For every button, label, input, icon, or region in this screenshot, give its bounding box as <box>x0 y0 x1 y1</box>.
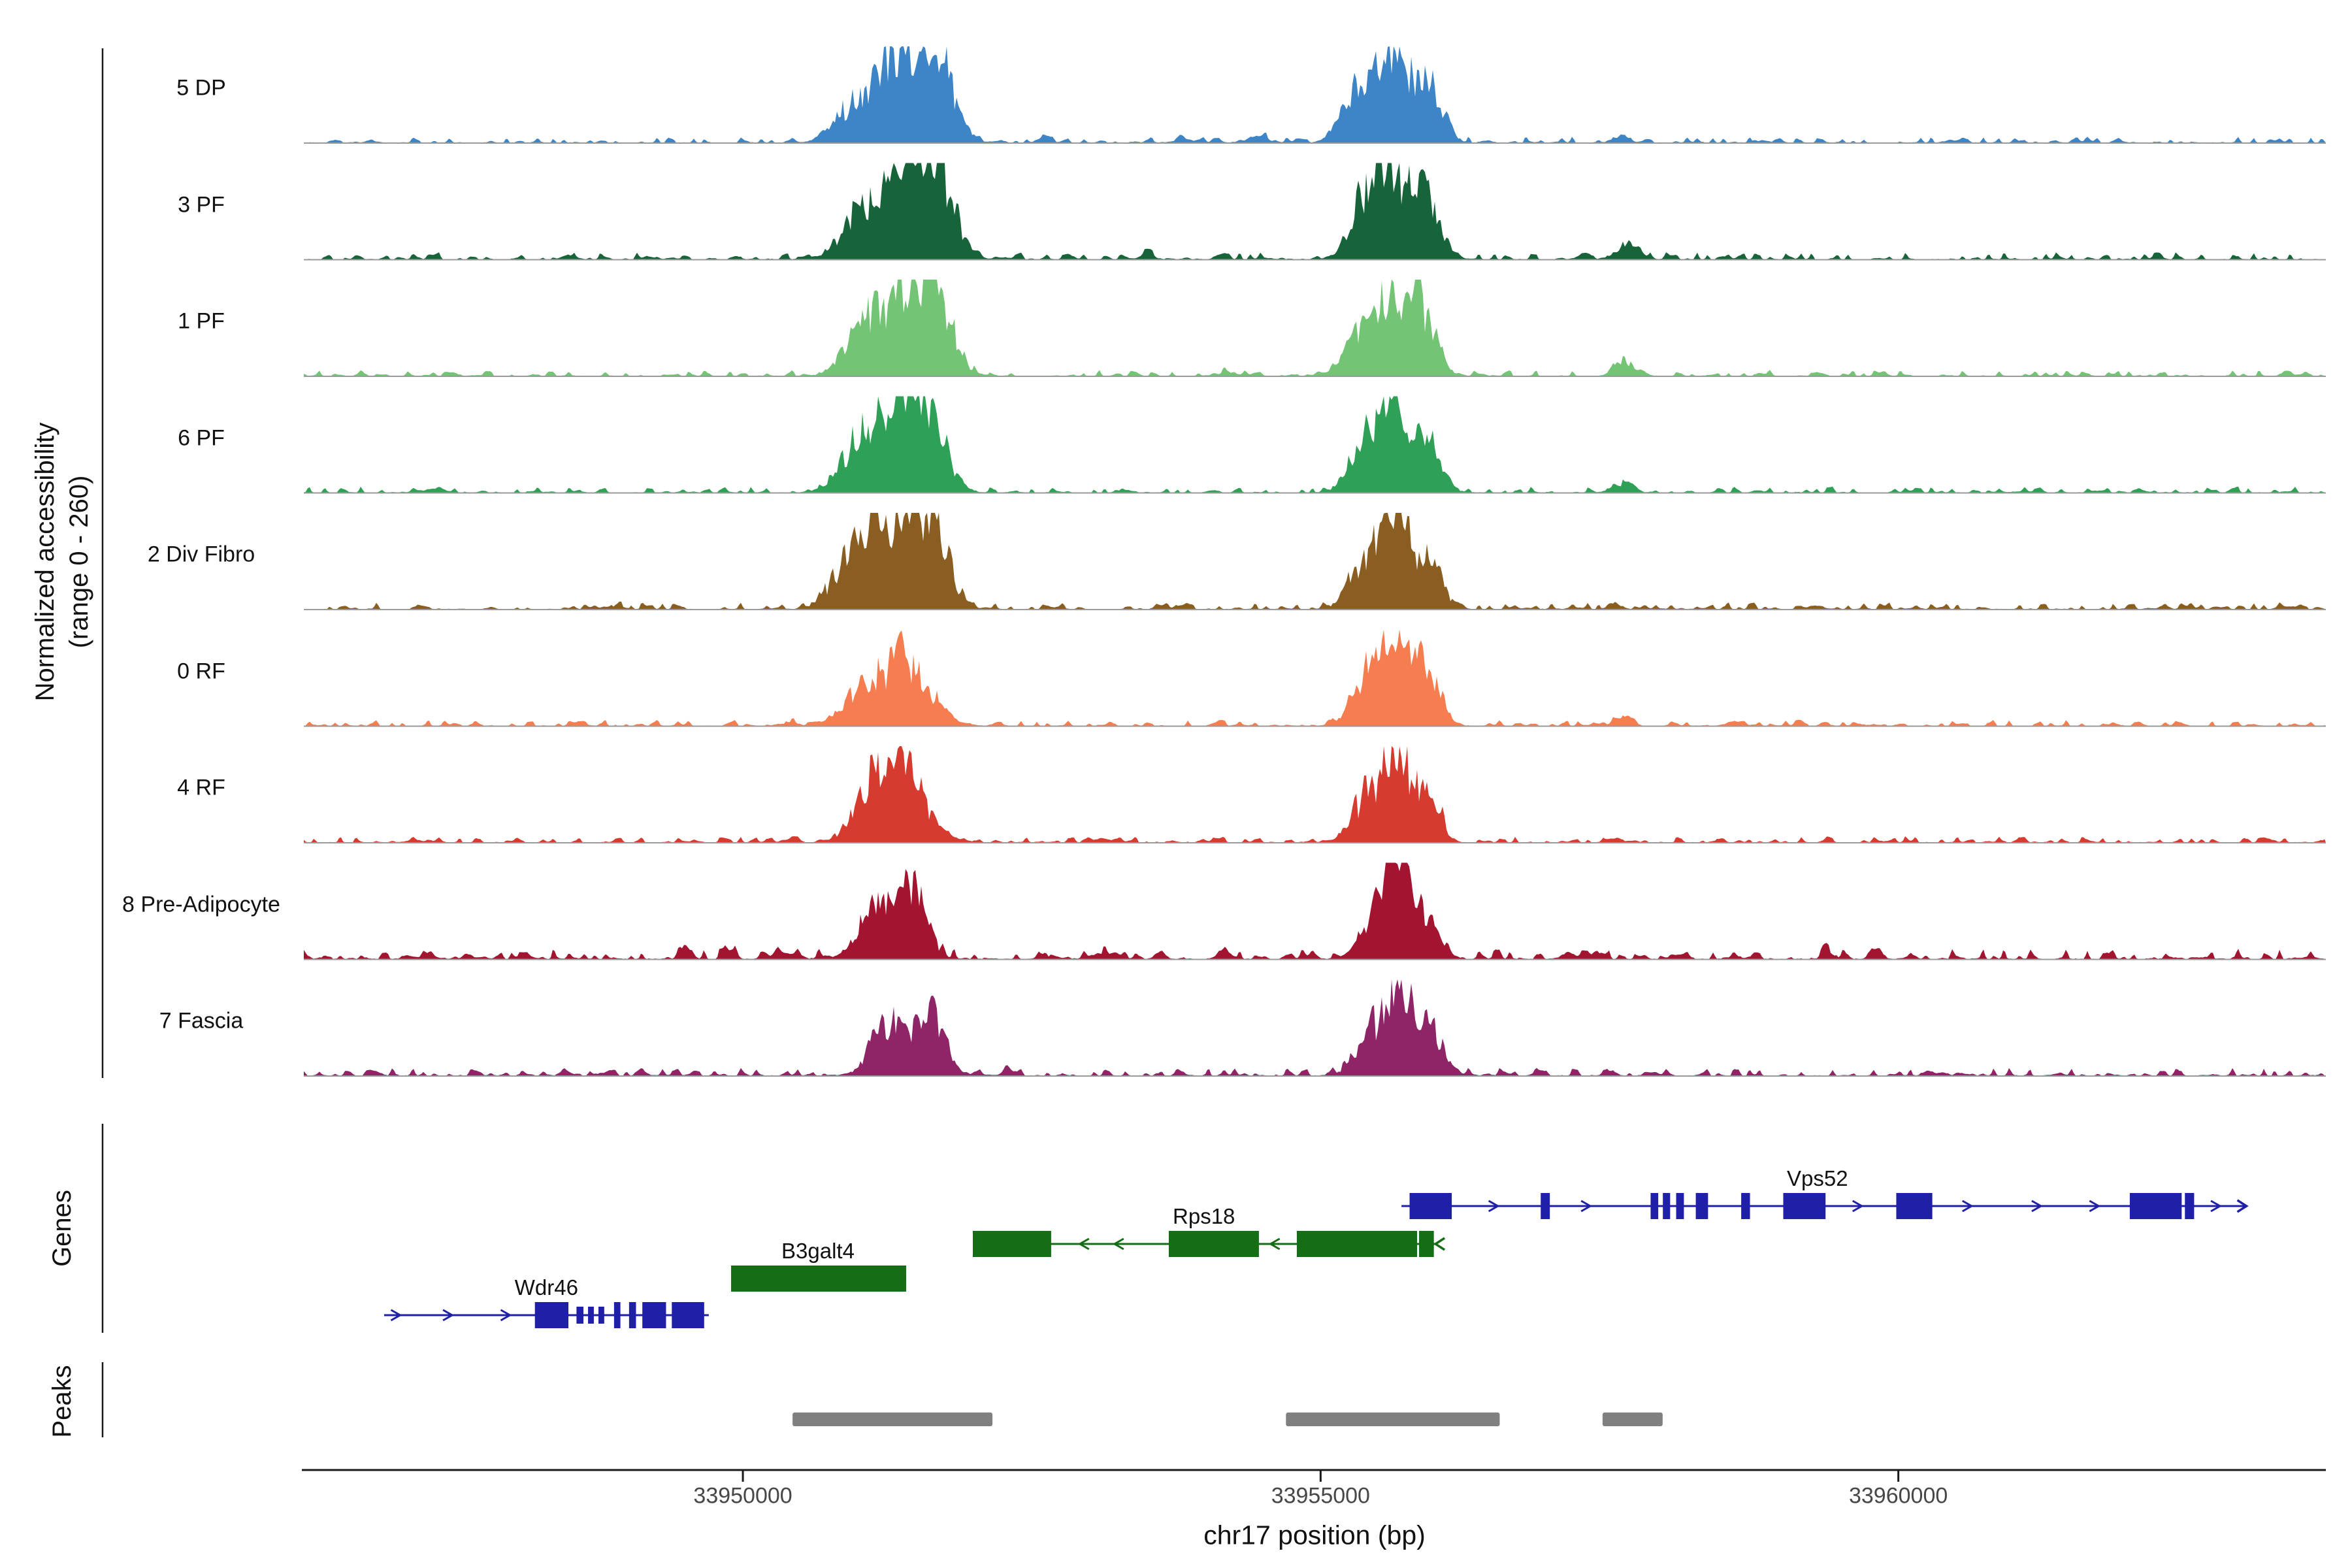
peaks-section-label: Peaks <box>48 1365 76 1438</box>
gene-exon <box>588 1307 594 1324</box>
gene-exon <box>598 1307 604 1324</box>
gene-strand-arrow-icon <box>500 1309 512 1322</box>
track-label: 6 PF <box>178 425 225 450</box>
gene-exon <box>973 1231 1051 1257</box>
coverage-track-area <box>304 862 2326 960</box>
gene-strand-arrow-icon <box>2089 1200 2101 1213</box>
coverage-track-area <box>304 513 2326 610</box>
peak-region-bar <box>1602 1413 1663 1426</box>
gene-exon <box>642 1302 666 1328</box>
x-tick-label: 33950000 <box>693 1483 792 1509</box>
x-tick-label: 33955000 <box>1271 1483 1370 1509</box>
coverage-track-area <box>304 629 2326 727</box>
gene-exon <box>731 1266 906 1292</box>
track-label: 2 Div Fibro <box>147 542 255 567</box>
gene-strand-arrow-icon <box>1077 1237 1090 1250</box>
gene-strand-arrow-icon <box>1268 1237 1281 1250</box>
coverage-track-area <box>304 280 2326 376</box>
coverage-track-area <box>304 746 2326 843</box>
gene-strand-arrow-icon <box>1580 1200 1593 1213</box>
gene-exon <box>1296 1231 1418 1257</box>
track-label: 7 Fascia <box>159 1008 244 1034</box>
y-axis-title-line2: (range 0 - 260) <box>65 475 93 649</box>
gene-exon <box>2185 1193 2195 1219</box>
track-label: 4 RF <box>177 775 225 800</box>
track-label: 8 Pre-Adipocyte <box>122 892 280 917</box>
gene-label: B3galt4 <box>781 1239 855 1263</box>
gene-exon <box>1676 1193 1684 1219</box>
gene-strand-arrow-icon <box>390 1309 402 1322</box>
coverage-track-area <box>304 163 2326 260</box>
track-label: 5 DP <box>176 75 226 101</box>
gene-strand-arrow-icon <box>1852 1200 1864 1213</box>
gene-strand-arrow-icon <box>1112 1237 1124 1250</box>
x-axis-title: chr17 position (bp) <box>1203 1520 1426 1550</box>
gene-label: Wdr46 <box>514 1275 578 1299</box>
y-axis-title: Normalized accessibility (range 0 - 260) <box>28 423 96 702</box>
gene-terminal-arrow-icon <box>1433 1237 1446 1251</box>
track-label: 1 PF <box>178 308 225 334</box>
gene-strand-arrow-icon <box>2210 1200 2223 1213</box>
peak-region-bar <box>792 1413 993 1426</box>
gene-label: Vps52 <box>1787 1166 1848 1190</box>
gene-exon <box>1783 1193 1826 1219</box>
gene-exon <box>1695 1193 1708 1219</box>
gene-exon <box>1663 1193 1671 1219</box>
peak-region-bar <box>1286 1413 1500 1426</box>
track-label: 3 PF <box>178 192 225 217</box>
gene-strand-arrow-icon <box>1488 1200 1500 1213</box>
gene-exon <box>1650 1193 1659 1219</box>
gene-exon <box>576 1307 583 1324</box>
gene-label: Rps18 <box>1173 1204 1235 1228</box>
coverage-track-area <box>304 979 2326 1076</box>
gene-exon <box>1741 1193 1750 1219</box>
gene-exon <box>1409 1193 1452 1219</box>
gene-terminal-arrow-icon <box>2236 1199 2249 1213</box>
gene-exon <box>2129 1193 2182 1219</box>
gene-exon <box>613 1302 621 1328</box>
coverage-track-area <box>304 46 2326 143</box>
gene-exon <box>534 1302 569 1328</box>
y-axis-title-line1: Normalized accessibility <box>31 422 59 702</box>
gene-strand-arrow-icon <box>1961 1200 1974 1213</box>
gene-strand-arrow-icon <box>2031 1200 2043 1213</box>
gene-exon <box>672 1302 704 1328</box>
gene-exon <box>1168 1231 1259 1257</box>
x-tick-label: 33960000 <box>1848 1483 1948 1509</box>
gene-exon <box>1419 1231 1434 1257</box>
track-label: 0 RF <box>177 659 225 683</box>
genes-section-label: Genes <box>48 1190 76 1267</box>
gene-exon <box>1896 1193 1933 1219</box>
gene-exon <box>1541 1193 1550 1219</box>
coverage-track-area <box>304 396 2326 493</box>
gene-strand-arrow-icon <box>442 1309 455 1322</box>
gene-exon <box>629 1302 636 1328</box>
